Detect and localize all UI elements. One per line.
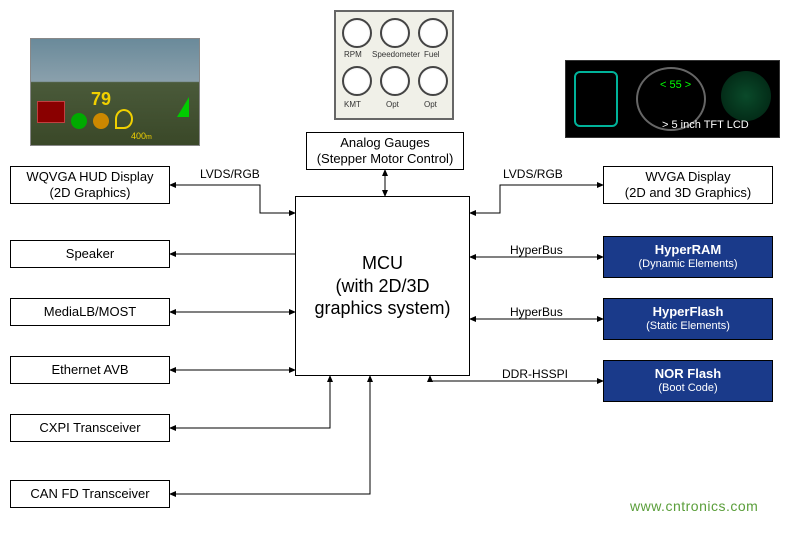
mcu-line2: (with 2D/3D: [335, 275, 429, 298]
norflash-box: NOR Flash (Boot Code): [603, 360, 773, 402]
edge-label: LVDS/RGB: [200, 167, 260, 181]
speaker-box: Speaker: [10, 240, 170, 268]
analog-gauges-line1: Analog Gauges: [340, 135, 430, 151]
medialb-box: MediaLB/MOST: [10, 298, 170, 326]
ethernet-box: Ethernet AVB: [10, 356, 170, 384]
cxpi-box: CXPI Transceiver: [10, 414, 170, 442]
watermark: www.cntronics.com: [630, 498, 758, 514]
mcu-box: MCU (with 2D/3D graphics system): [295, 196, 470, 376]
edge-label: LVDS/RGB: [503, 167, 563, 181]
hyperram-box: HyperRAM (Dynamic Elements): [603, 236, 773, 278]
wvga-display-box: WVGA Display (2D and 3D Graphics): [603, 166, 773, 204]
tft-lcd-image: < 55 > > 5 inch TFT LCD: [565, 60, 780, 138]
analog-gauges-line2: (Stepper Motor Control): [317, 151, 454, 167]
edge-label: HyperBus: [510, 305, 563, 319]
lcd-caption: > 5 inch TFT LCD: [662, 119, 749, 131]
canfd-box: CAN FD Transceiver: [10, 480, 170, 508]
mcu-line1: MCU: [362, 252, 403, 275]
hyperflash-box: HyperFlash (Static Elements): [603, 298, 773, 340]
mcu-line3: graphics system): [314, 297, 450, 320]
hud-display-image: 79 400m: [30, 38, 200, 146]
edge-label: HyperBus: [510, 243, 563, 257]
hud-display-box: WQVGA HUD Display (2D Graphics): [10, 166, 170, 204]
edge-label: DDR-HSSPI: [502, 367, 568, 381]
analog-gauges-box: Analog Gauges (Stepper Motor Control): [306, 132, 464, 170]
analog-gauges-image: RPM Speedometer Fuel KMT Opt Opt: [334, 10, 454, 120]
